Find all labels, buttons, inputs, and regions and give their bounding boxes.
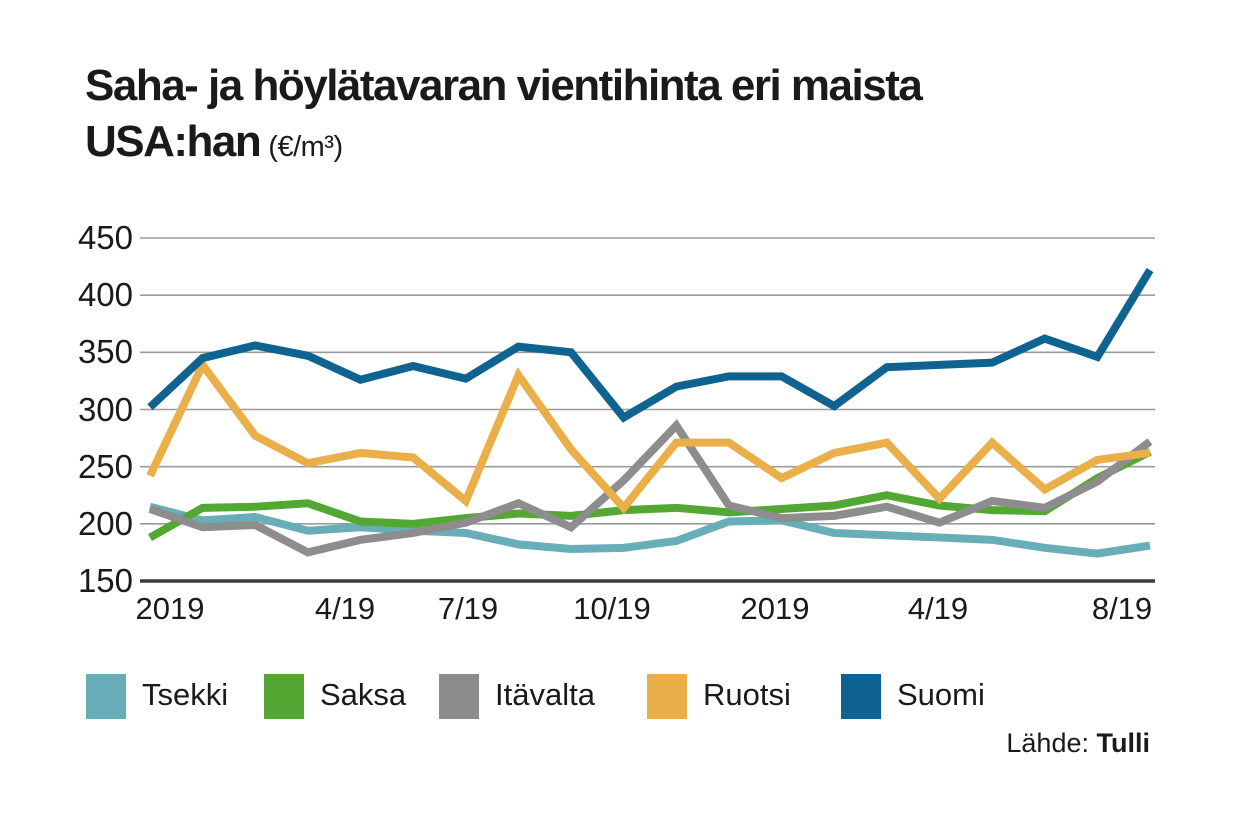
y-tick-label-300: 300 [77, 390, 133, 428]
legend-swatch-suomi [841, 674, 881, 719]
legend-swatch-tsekki [86, 674, 126, 719]
legend-swatch-saksa [264, 674, 304, 719]
x-tick-label-0: 2019 [135, 591, 205, 626]
series-line-saksa [148, 448, 1152, 542]
series-line-ruotsi [146, 357, 1151, 514]
chart-title: Saha- ja höylätavaran vientihinta eri ma… [85, 58, 923, 175]
y-tick-label-400: 400 [77, 276, 133, 314]
legend-swatch-itävalta [439, 674, 479, 719]
y-tick-label-450: 450 [77, 219, 133, 256]
x-tick-label-6: 8/19 [1091, 591, 1153, 626]
series-line-suomi [147, 267, 1154, 423]
y-tick-label-200: 200 [77, 504, 133, 542]
source-note: Lähde: Tulli [1006, 728, 1150, 759]
chart-title-unit: (€/m³) [268, 131, 343, 163]
legend-label-saksa: Saksa [320, 677, 407, 712]
legend-label-ruotsi: Ruotsi [703, 677, 791, 712]
y-tick-label-250: 250 [77, 447, 133, 485]
series-line-itävalta [148, 419, 1153, 557]
legend-swatch-ruotsi [647, 674, 687, 719]
x-tick-label-3: 10/19 [573, 591, 651, 626]
chart-title-line1: Saha- ja höylätavaran vientihinta eri ma… [85, 61, 923, 110]
x-tick-label-1: 4/19 [314, 591, 376, 626]
chart-title-line2-text: USA:han [85, 117, 262, 166]
x-tick-label-4: 2019 [740, 591, 810, 626]
y-tick-label-350: 350 [77, 333, 133, 371]
source-label: Lähde: [1006, 728, 1089, 758]
y-tick-label-150: 150 [77, 562, 133, 599]
legend-label-itävalta: Itävalta [495, 677, 595, 712]
series-line-tsekki [148, 502, 1151, 558]
legend-label-suomi: Suomi [897, 677, 985, 712]
legend-label-tsekki: Tsekki [142, 677, 229, 712]
x-tick-label-2: 7/19 [437, 591, 499, 626]
chart-title-line2: USA:han (€/m³) [85, 114, 921, 175]
source-value: Tulli [1096, 728, 1151, 758]
x-tick-label-5: 4/19 [907, 591, 969, 626]
legend: Tsekki Saksa Itävalta Ruotsi Suomi [0, 672, 1240, 722]
